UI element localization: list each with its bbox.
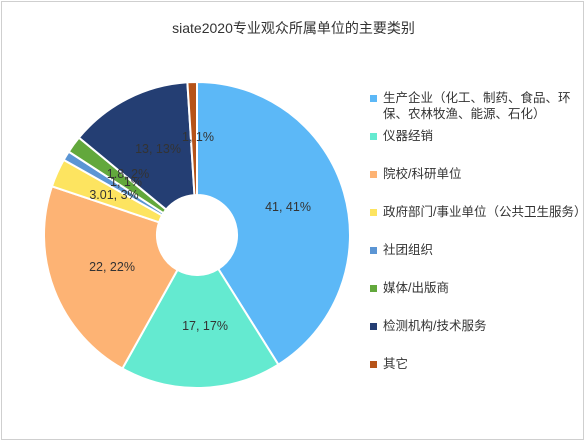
pie-slice-6[interactable] (77, 81, 196, 211)
slice-label-1: 17, 17% (182, 319, 228, 333)
pie-slice-2[interactable] (43, 185, 179, 370)
legend-swatch-5 (370, 285, 377, 292)
legend-swatch-1 (370, 133, 377, 140)
legend-item-2[interactable]: 院校/科研单位 (370, 166, 583, 182)
legend-swatch-6 (370, 323, 377, 330)
slice-label-2: 22, 22% (89, 260, 135, 274)
legend-item-3[interactable]: 政府部门/事业单位（公共卫生服务） (370, 204, 587, 220)
legend-swatch-4 (370, 247, 377, 254)
legend-swatch-2 (370, 171, 377, 178)
legend-label-7: 其它 (383, 357, 409, 371)
legend-label-3: 政府部门/事业单位（公共卫生服务） (383, 205, 587, 219)
legend-item-1[interactable]: 仪器经销 (370, 128, 583, 144)
slice-label-0: 41, 41% (265, 200, 311, 214)
legend-item-4[interactable]: 社团组织 (370, 242, 583, 258)
slice-label-3: 3.01, 3% (89, 188, 138, 202)
legend-swatch-0 (370, 95, 377, 102)
legend-item-5[interactable]: 媒体/出版商 (370, 280, 583, 296)
slice-label-6: 13, 13% (135, 142, 181, 156)
pie-slice-1[interactable] (121, 267, 280, 389)
legend-label-6: 检测机构/技术服务 (383, 319, 487, 333)
legend-swatch-3 (370, 209, 377, 216)
slice-label-7: 1, 1% (182, 130, 214, 144)
legend-label-1: 仪器经销 (383, 129, 434, 143)
legend-label-0: 生产企业（化工、制药、食品、环保、农林牧渔、能源、石化） (383, 91, 571, 121)
pie-slice-0[interactable] (196, 80, 351, 366)
legend-item-7[interactable]: 其它 (370, 356, 583, 372)
legend-item-6[interactable]: 检测机构/技术服务 (370, 318, 583, 334)
slice-label-4: 1, 1% (110, 175, 142, 189)
legend-swatch-7 (370, 361, 377, 368)
legend-label-5: 媒体/出版商 (383, 281, 449, 295)
slice-label-5: 1.8, 2% (107, 167, 149, 181)
pie-slice-7[interactable] (186, 80, 198, 197)
legend-label-4: 社团组织 (383, 243, 434, 257)
chart-title: siate2020专业观众所属单位的主要类别 (172, 20, 415, 36)
legend-label-2: 院校/科研单位 (383, 167, 462, 181)
legend-item-0[interactable]: 生产企业（化工、制药、食品、环保、农林牧渔、能源、石化） (370, 90, 583, 122)
